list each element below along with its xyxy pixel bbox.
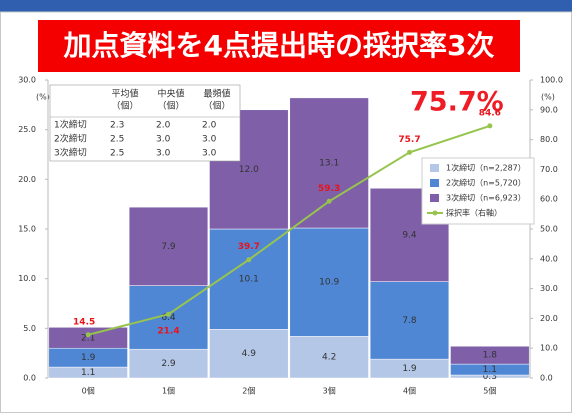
- table-row-label: 2次締切: [54, 133, 87, 145]
- line: [87, 124, 491, 336]
- table-header: 中央値: [157, 88, 184, 100]
- legend-swatch: [430, 179, 439, 187]
- bar-value-label: 10.9: [319, 278, 339, 288]
- bar-value-label: 4.2: [322, 353, 336, 363]
- bar-segment: [289, 97, 369, 229]
- y2-tick-label: 20.0: [540, 314, 558, 323]
- y2-tick-label: 70.0: [540, 165, 558, 174]
- bar-value-label: 7.8: [402, 316, 417, 326]
- bar-segment: [209, 228, 289, 330]
- bar-value-label: 6.4: [161, 313, 176, 323]
- bar-segment: [48, 327, 128, 349]
- legend-swatch: [430, 164, 439, 172]
- bar-segment: [209, 109, 289, 230]
- line-marker: [166, 311, 171, 317]
- line-value-label: 14.5: [73, 317, 95, 327]
- y-tick-label: 0.0: [23, 374, 36, 383]
- line-marker: [246, 257, 252, 263]
- line-marker: [487, 123, 493, 129]
- table-cell: 2.5: [110, 135, 124, 145]
- y2-tick-label: 0.0: [540, 374, 553, 383]
- table-cell: 2.3: [110, 121, 124, 131]
- table-cell: 2.0: [202, 121, 217, 131]
- title-banner: [38, 20, 520, 72]
- bar-value-label: 2.9: [161, 359, 176, 369]
- table-cell: 2.5: [110, 149, 124, 159]
- y2-tick-label: 100.0: [540, 76, 563, 85]
- y2-tick-label: 50.0: [540, 225, 558, 234]
- x-tick-label: 5個: [483, 386, 496, 396]
- line-marker: [85, 332, 91, 338]
- top-band: [0, 0, 572, 12]
- legend-label: 採択率（右軸）: [446, 208, 502, 218]
- y-tick-label: 5.0: [23, 324, 36, 333]
- legend-label: 2次締切（n=5,720）: [446, 178, 526, 188]
- table-header: 平均値: [111, 88, 138, 100]
- y2-unit: (%): [541, 93, 555, 102]
- line-value-label: 84.6: [479, 108, 501, 118]
- bar-segment: [450, 345, 530, 365]
- y2-tick-label: 80.0: [540, 135, 558, 144]
- table-cell: 3.0: [202, 135, 217, 145]
- x-tick-label: 3個: [323, 386, 336, 396]
- line-value-label: 39.7: [238, 242, 260, 252]
- x-tick-label: 0個: [82, 386, 95, 396]
- line-marker: [407, 149, 412, 155]
- bar-value-label: 1.8: [483, 351, 498, 361]
- bar-value-label: 12.0: [239, 165, 259, 175]
- table-header: （個）: [203, 100, 230, 112]
- line-marker: [326, 198, 332, 204]
- table-cell: 3.0: [156, 135, 171, 145]
- table-cell: 3.0: [156, 149, 171, 159]
- table-row-label: 1次締切: [54, 119, 87, 131]
- bar-segment: [289, 227, 369, 337]
- annotation: 75.7%: [410, 87, 504, 118]
- bar-value-label: 1.1: [483, 365, 497, 375]
- bar-segment: [128, 348, 209, 379]
- y-unit: (%): [36, 93, 50, 102]
- line-value-label: 21.4: [157, 327, 179, 337]
- y-tick-label: 30.0: [18, 76, 36, 85]
- table-header: 最頻値: [203, 88, 230, 100]
- bar-value-label: 1.9: [81, 353, 96, 363]
- table-cell: 3.0: [202, 149, 217, 159]
- bar-value-label: 9.4: [402, 230, 417, 240]
- chart-title: 加点資料を4点提出時の採択率3次: [64, 29, 495, 62]
- y2-tick-label: 10.0: [540, 344, 558, 353]
- bar-value-label: 0.3: [483, 372, 497, 382]
- table-box: [49, 84, 241, 162]
- y-tick-label: 25.0: [18, 125, 36, 134]
- table-header: （個）: [157, 100, 184, 112]
- x-tick-label: 2個: [242, 386, 255, 396]
- bar-value-label: 13.1: [319, 158, 339, 168]
- x-tick-label: 1個: [162, 386, 175, 396]
- y2-tick-label: 30.0: [540, 284, 558, 293]
- bar-segment: [128, 206, 209, 286]
- legend-swatch: [430, 194, 439, 202]
- table-row-label: 3次締切: [54, 147, 87, 159]
- table-header: （個）: [111, 100, 138, 112]
- legend-marker: [432, 210, 438, 216]
- y-tick-label: 20.0: [18, 175, 36, 184]
- bar-value-label: 4.9: [242, 349, 257, 359]
- bar-value-label: 1.9: [402, 364, 417, 374]
- line-value-label: 75.7: [398, 135, 420, 145]
- y2-tick-label: 40.0: [540, 254, 558, 263]
- legend-label: 1次締切（n=2,287）: [446, 163, 526, 173]
- x-tick-label: 4個: [403, 386, 416, 396]
- legend-label: 3次締切（n=6,923）: [446, 193, 526, 203]
- bar-value-label: 2.1: [81, 333, 95, 343]
- table-cell: 2.0: [156, 121, 171, 131]
- bar-value-label: 7.9: [161, 242, 176, 252]
- y2-tick-label: 60.0: [540, 195, 558, 204]
- y-tick-label: 15.0: [18, 225, 36, 234]
- line-value-label: 59.3: [318, 184, 340, 194]
- bar-segment: [369, 281, 450, 360]
- y2-tick-label: 90.0: [540, 105, 558, 114]
- bar-value-label: 10.1: [239, 275, 259, 285]
- bar-segment: [209, 329, 289, 379]
- bar-value-label: 1.1: [81, 368, 95, 378]
- y-tick-label: 10.0: [18, 274, 36, 283]
